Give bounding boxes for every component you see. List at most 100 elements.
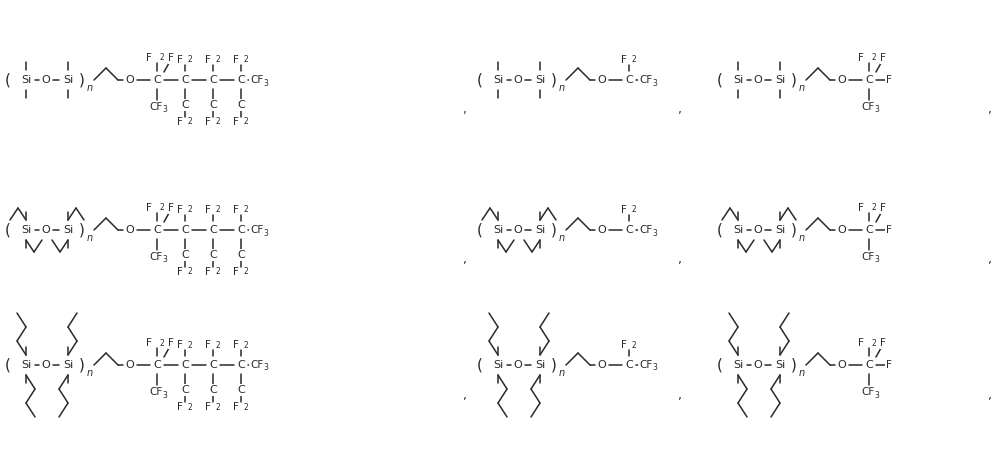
Text: F: F	[886, 75, 892, 85]
Text: O: O	[598, 360, 606, 370]
Text: C: C	[865, 225, 873, 235]
Text: C: C	[181, 385, 189, 395]
Text: 3: 3	[652, 229, 657, 238]
Text: CF: CF	[250, 75, 263, 85]
Text: O: O	[514, 75, 522, 85]
Text: Si: Si	[535, 225, 545, 235]
Text: F: F	[621, 205, 627, 215]
Text: C: C	[625, 75, 633, 85]
Text: O: O	[754, 225, 762, 235]
Text: F: F	[621, 55, 627, 65]
Text: 2: 2	[632, 340, 637, 349]
Text: F: F	[168, 338, 174, 348]
Text: F: F	[205, 205, 211, 215]
Text: F: F	[621, 340, 627, 350]
Text: n: n	[559, 83, 565, 93]
Text: F: F	[146, 338, 152, 348]
Text: ,: ,	[678, 253, 682, 267]
Text: 2: 2	[216, 267, 221, 277]
Text: Si: Si	[493, 360, 503, 370]
Text: Si: Si	[775, 75, 785, 85]
Text: CF: CF	[149, 102, 162, 112]
Text: Si: Si	[21, 360, 31, 370]
Text: CF: CF	[149, 387, 162, 397]
Text: F: F	[233, 267, 239, 277]
Text: Si: Si	[63, 75, 73, 85]
Text: 2: 2	[244, 55, 249, 65]
Text: ,: ,	[678, 104, 682, 116]
Text: C: C	[181, 225, 189, 235]
Text: F: F	[177, 267, 183, 277]
Text: 2: 2	[188, 206, 193, 214]
Text: O: O	[42, 360, 50, 370]
Text: ,: ,	[988, 388, 992, 402]
Text: C: C	[209, 75, 217, 85]
Text: CF: CF	[861, 252, 874, 262]
Text: O: O	[754, 75, 762, 85]
Text: ): )	[551, 358, 557, 372]
Text: 3: 3	[874, 256, 879, 265]
Text: 2: 2	[188, 267, 193, 277]
Text: 3: 3	[874, 105, 879, 114]
Text: F: F	[146, 53, 152, 63]
Text: O: O	[126, 75, 134, 85]
Text: Si: Si	[535, 360, 545, 370]
Text: Si: Si	[775, 225, 785, 235]
Text: 2: 2	[244, 206, 249, 214]
Text: ): )	[79, 358, 85, 372]
Text: F: F	[177, 402, 183, 412]
Text: CF: CF	[639, 360, 652, 370]
Text: 2: 2	[159, 338, 164, 348]
Text: C: C	[209, 385, 217, 395]
Text: F: F	[233, 117, 239, 127]
Text: C: C	[209, 225, 217, 235]
Text: n: n	[799, 233, 805, 243]
Text: n: n	[87, 233, 93, 243]
Text: ,: ,	[988, 253, 992, 267]
Text: C: C	[209, 360, 217, 370]
Text: F: F	[205, 402, 211, 412]
Text: 3: 3	[162, 105, 167, 114]
Text: F: F	[205, 340, 211, 350]
Text: 3: 3	[263, 78, 268, 87]
Text: 2: 2	[216, 206, 221, 214]
Text: 3: 3	[874, 391, 879, 399]
Text: O: O	[514, 225, 522, 235]
Text: C: C	[209, 100, 217, 110]
Text: C: C	[181, 360, 189, 370]
Text: O: O	[598, 225, 606, 235]
Text: ): )	[79, 72, 85, 87]
Text: n: n	[799, 368, 805, 378]
Text: CF: CF	[250, 225, 263, 235]
Text: F: F	[233, 402, 239, 412]
Text: 3: 3	[652, 78, 657, 87]
Text: F: F	[880, 53, 886, 63]
Text: ,: ,	[463, 388, 467, 402]
Text: Si: Si	[63, 360, 73, 370]
Text: 2: 2	[244, 403, 249, 411]
Text: 3: 3	[263, 229, 268, 238]
Text: Si: Si	[733, 360, 743, 370]
Text: (: (	[477, 72, 483, 87]
Text: 2: 2	[244, 340, 249, 349]
Text: C: C	[181, 250, 189, 260]
Text: Si: Si	[493, 75, 503, 85]
Text: O: O	[126, 360, 134, 370]
Text: ): )	[551, 72, 557, 87]
Text: 3: 3	[652, 364, 657, 372]
Text: CF: CF	[250, 360, 263, 370]
Text: C: C	[625, 225, 633, 235]
Text: F: F	[858, 53, 864, 63]
Text: (: (	[717, 223, 723, 238]
Text: Si: Si	[733, 75, 743, 85]
Text: ,: ,	[463, 253, 467, 267]
Text: ,: ,	[463, 104, 467, 116]
Text: CF: CF	[639, 225, 652, 235]
Text: F: F	[233, 340, 239, 350]
Text: CF: CF	[149, 252, 162, 262]
Text: Si: Si	[733, 225, 743, 235]
Text: F: F	[177, 55, 183, 65]
Text: F: F	[880, 203, 886, 213]
Text: O: O	[754, 360, 762, 370]
Text: 2: 2	[871, 338, 876, 348]
